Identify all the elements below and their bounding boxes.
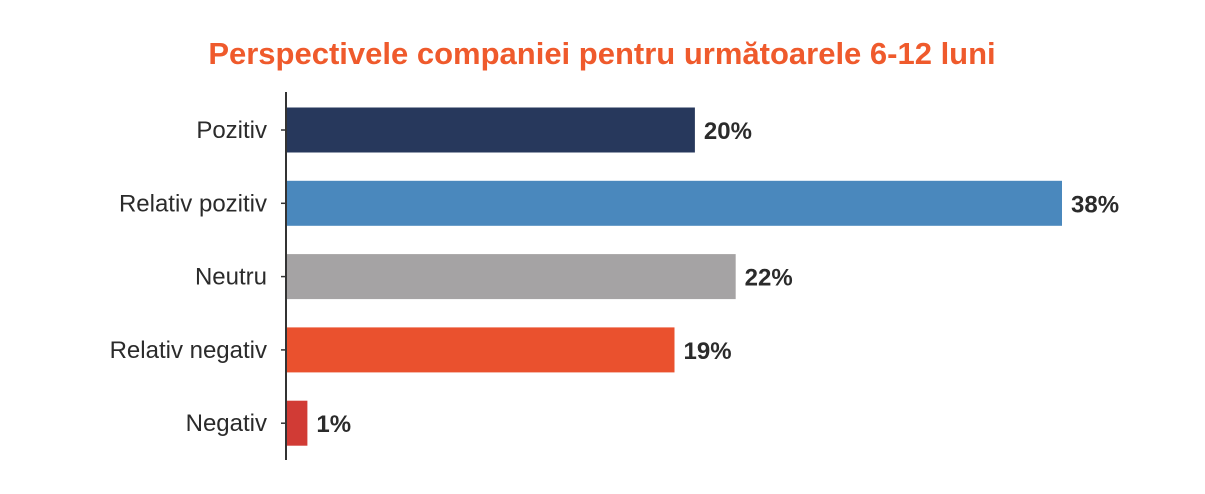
chart-title: Perspectivele companiei pentru următoare… bbox=[208, 36, 995, 71]
value-label: 1% bbox=[316, 411, 351, 438]
category-label: Negativ bbox=[186, 410, 267, 437]
value-label: 20% bbox=[704, 118, 752, 145]
bar bbox=[287, 107, 695, 153]
bars-group: Pozitiv 20% Relativ pozitiv 38% Neutru 22% Rel… bbox=[110, 107, 1119, 446]
bar bbox=[287, 254, 736, 300]
bar bbox=[287, 180, 1062, 226]
category-label: Relativ negativ bbox=[110, 337, 267, 364]
category-label: Pozitiv bbox=[196, 117, 267, 144]
category-label: Relativ pozitiv bbox=[119, 190, 267, 217]
bar bbox=[287, 400, 308, 446]
value-label: 19% bbox=[684, 338, 732, 365]
value-label: 22% bbox=[745, 265, 793, 292]
value-label: 38% bbox=[1071, 191, 1119, 218]
category-label: Neutru bbox=[195, 264, 267, 291]
bar bbox=[287, 327, 675, 373]
